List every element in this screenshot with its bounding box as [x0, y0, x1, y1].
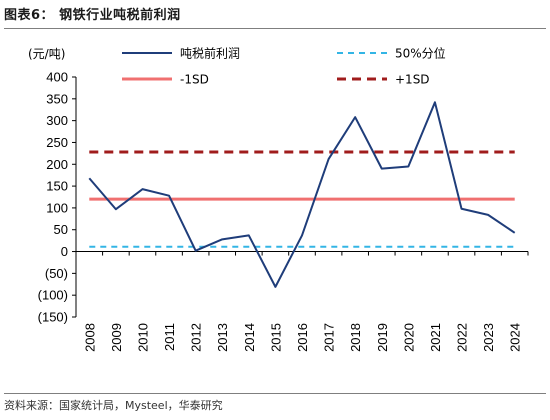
x-tick-label: 2012 [189, 323, 204, 352]
legend-label: -1SD [180, 73, 209, 87]
y-axis: 400 350 300 250 200 150 100 50 0 (50) (100) (150) [38, 70, 77, 325]
legend-label: +1SD [395, 73, 430, 87]
x-tick-label: 2010 [135, 323, 150, 352]
x-tick-label: 2021 [428, 323, 443, 352]
y-tick-label: (100) [38, 288, 68, 303]
legend: 吨税前利润 50%分位 -1SD +1SD [122, 46, 446, 87]
y-tick-label: 0 [61, 244, 68, 259]
y-tick-label: 50 [54, 222, 68, 237]
x-axis: 2008 2009 2010 2011 2012 2013 2014 2015 2016 2017… [75, 251, 529, 352]
y-tick-label: 300 [46, 113, 68, 128]
y-axis-unit-label: (元/吨) [28, 47, 65, 61]
legend-label: 吨税前利润 [180, 46, 240, 61]
x-tick-label: 2011 [162, 323, 177, 351]
y-tick-label: (50) [45, 266, 68, 281]
y-tick-label: 350 [46, 91, 68, 106]
series-layer [88, 101, 516, 288]
legend-label: 50%分位 [395, 46, 446, 61]
y-tick-label: 250 [46, 135, 68, 150]
x-tick-label: 2015 [268, 323, 283, 352]
x-tick-label: 2024 [508, 323, 523, 352]
line-chart: (元/吨) 吨税前利润 50%分位 -1SD +1SD 400 350 300 250 200… [28, 46, 529, 352]
y-tick-label: 400 [46, 70, 68, 85]
x-tick-label: 2017 [322, 323, 337, 352]
title-divider [4, 28, 546, 29]
figure-title: 图表6： 钢铁行业吨税前利润 [4, 8, 181, 23]
x-tick-label: 2022 [455, 323, 470, 352]
x-tick-label: 2018 [348, 323, 363, 352]
x-tick-label: 2023 [481, 323, 496, 352]
x-tick-label: 2008 [82, 323, 97, 352]
x-tick-label: 2009 [109, 323, 124, 352]
source-note: 资料来源：国家统计局，Mysteel，华泰研究 [4, 399, 223, 412]
y-tick-label: 100 [46, 200, 68, 215]
series-line-0 [88, 101, 516, 288]
x-tick-label: 2013 [215, 323, 230, 352]
y-tick-label: 150 [46, 179, 68, 194]
source-divider [4, 393, 546, 394]
y-tick-label: (150) [38, 310, 68, 325]
x-tick-label: 2014 [242, 323, 257, 352]
x-tick-label: 2020 [401, 323, 416, 352]
y-tick-label: 200 [46, 157, 68, 172]
x-tick-label: 2016 [295, 323, 310, 352]
x-tick-label: 2019 [375, 323, 390, 352]
